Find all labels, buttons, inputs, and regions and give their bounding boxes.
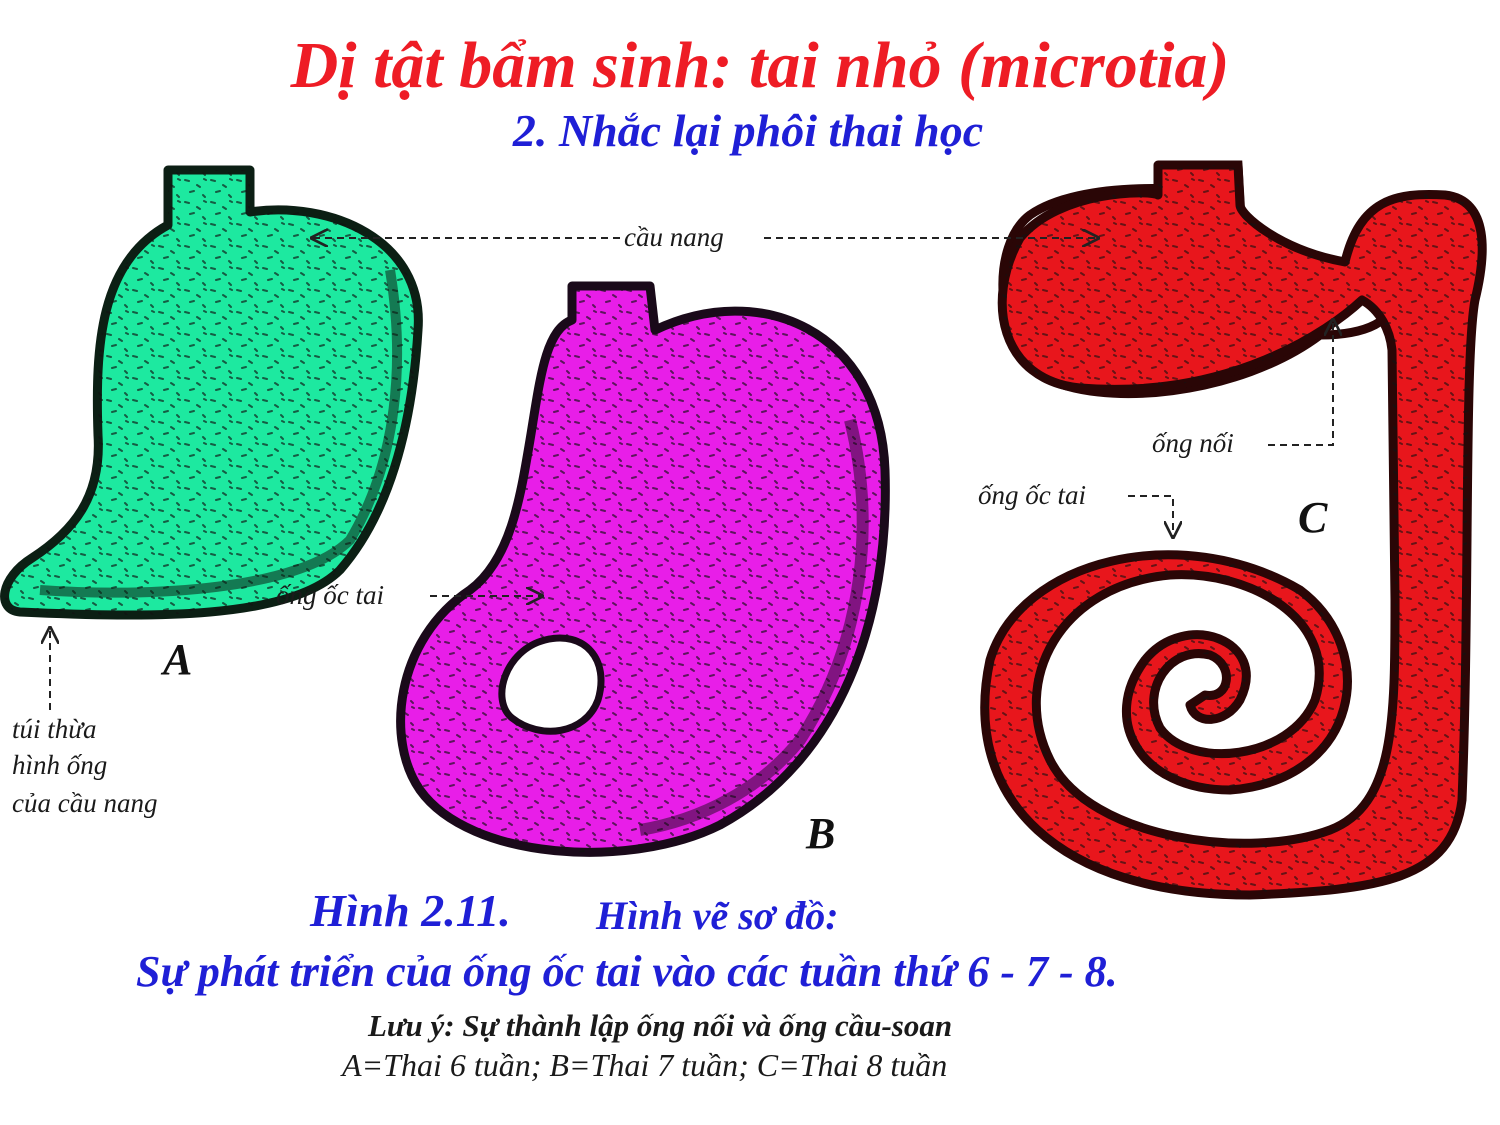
figure-a-shape [0, 165, 423, 620]
figure-b-shape [396, 281, 890, 857]
leader-ong-noi [1268, 320, 1333, 446]
caption-figure-title: Hình vẽ sơ đồ: [596, 893, 839, 938]
label-tui-thua-line3: của cầu nang [12, 788, 158, 818]
caption-line2: Sự phát triển của ống ốc tai vào các tuầ… [136, 947, 1118, 996]
page-title: Dị tật bẩm sinh: tai nhỏ (microtia) [290, 29, 1230, 102]
caption-note: Lưu ý: Sự thành lập ống nối và ống cầu-s… [368, 1008, 953, 1043]
figure-c-shape [980, 160, 1487, 900]
label-ong-oc-tai-c: ống ốc tai [978, 480, 1086, 510]
caption-figure-number: Hình 2.11. [310, 885, 511, 936]
page-subtitle: 2. Nhắc lại phôi thai học [512, 105, 984, 156]
figure-c-letter: C [1298, 493, 1328, 542]
caption-legend: A=Thai 6 tuần; B=Thai 7 tuần; C=Thai 8 t… [342, 1047, 948, 1083]
leader-lines [50, 238, 1333, 710]
label-ong-noi: ống nối [1152, 428, 1234, 458]
label-tui-thua-line1: túi thừa [12, 714, 97, 744]
leader-ong-oc-tai-c [1128, 495, 1173, 537]
figure-a-letter: A [163, 635, 193, 684]
label-ong-oc-tai-b: ống ốc tai [276, 580, 384, 610]
label-cau-nang: cầu nang [624, 222, 724, 252]
label-tui-thua-line2: hình ống [12, 750, 108, 780]
figure-b-letter: B [806, 809, 836, 858]
